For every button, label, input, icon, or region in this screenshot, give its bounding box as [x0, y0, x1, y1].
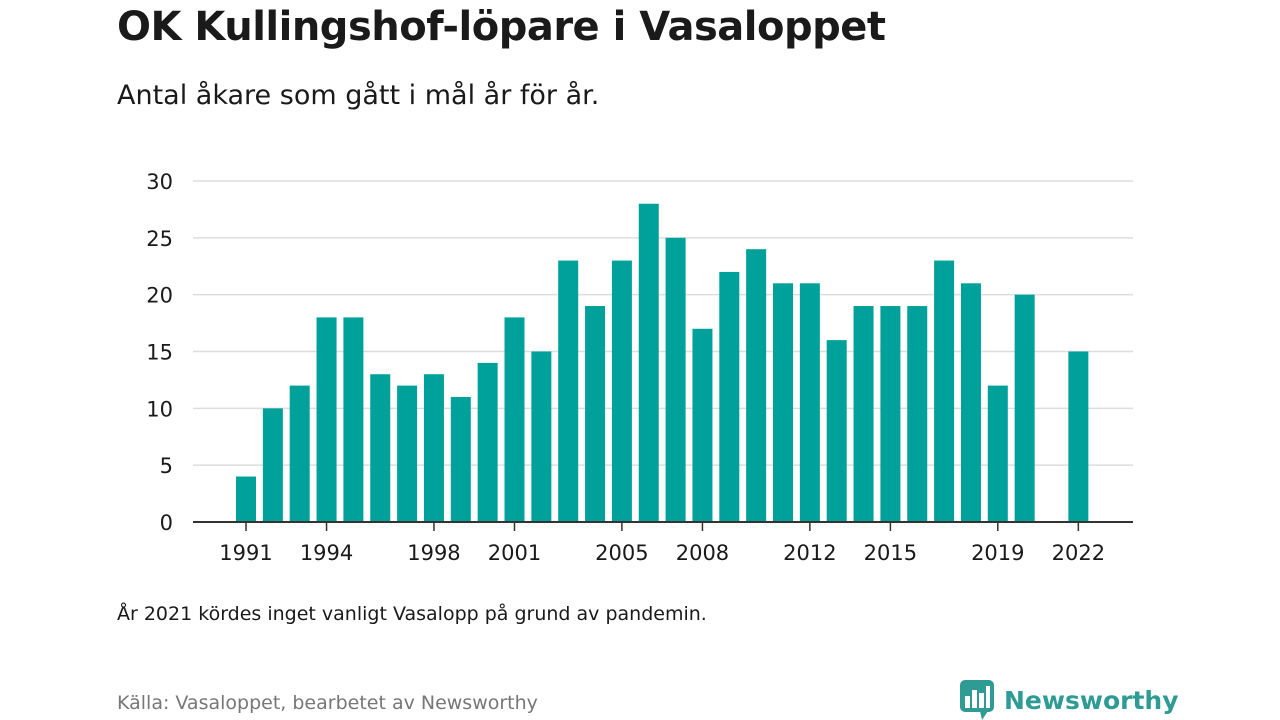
- bar-1996: [370, 374, 391, 522]
- bar-2019: [987, 385, 1008, 522]
- y-tick-label: 25: [146, 227, 173, 251]
- bar-2020: [1014, 294, 1035, 522]
- brand-name: Newsworthy: [1004, 685, 1179, 715]
- bar-2008: [692, 328, 713, 522]
- bar-1993: [289, 385, 310, 522]
- x-tick-label: 1991: [219, 541, 272, 565]
- bar-2013: [826, 340, 847, 522]
- x-tick-label: 2005: [595, 541, 648, 565]
- source-text: Källa: Vasaloppet, bearbetet av Newswort…: [117, 692, 538, 714]
- bar-2001: [504, 317, 525, 522]
- bar-2015: [880, 306, 901, 522]
- x-tick-label: 1994: [300, 541, 353, 565]
- x-tick-label: 2008: [676, 541, 729, 565]
- bar-1999: [450, 396, 471, 522]
- bar-2010: [746, 249, 767, 522]
- bar-2016: [907, 306, 928, 522]
- x-tick-label: 2022: [1052, 541, 1105, 565]
- x-tick-label: 2019: [971, 541, 1024, 565]
- y-tick-label: 15: [146, 341, 173, 365]
- chart-note: År 2021 kördes inget vanligt Vasalopp på…: [117, 603, 707, 625]
- bar-1997: [397, 385, 418, 522]
- bar-1994: [316, 317, 337, 522]
- x-tick-label: 2015: [864, 541, 917, 565]
- bar-chart: 0 5 10 15 20 25 30 1991 1994 1998 2001 2005 2008 201…: [146, 170, 1133, 565]
- y-tick-label: 30: [146, 170, 173, 194]
- bar-2022: [1068, 351, 1089, 522]
- bar-2017: [934, 260, 955, 522]
- bar-1992: [262, 408, 283, 522]
- brand-logo: Newsworthy: [960, 680, 1179, 720]
- bar-2014: [853, 306, 874, 522]
- bar-2002: [531, 351, 552, 522]
- x-tick-label: 2001: [488, 541, 541, 565]
- bar-2012: [799, 283, 820, 522]
- chart-title: OK Kullingshof-löpare i Vasaloppet: [117, 4, 886, 50]
- bar-2018: [960, 283, 981, 522]
- y-tick-label: 10: [146, 397, 173, 421]
- bar-2009: [719, 271, 740, 522]
- x-tick-label: 2012: [783, 541, 836, 565]
- bars: [236, 203, 1089, 523]
- bar-2000: [477, 362, 498, 522]
- x-axis-ticks: 1991 1994 1998 2001 2005 2008 2012 2015 2019 2022: [219, 522, 1105, 565]
- y-tick-label: 20: [146, 284, 173, 308]
- y-axis-ticks: 0 5 10 15 20 25 30: [146, 170, 173, 535]
- y-tick-label: 0: [160, 511, 173, 535]
- bar-chart-speech-bubble-icon: [960, 680, 994, 720]
- x-tick-label: 1998: [407, 541, 460, 565]
- bar-1998: [423, 374, 444, 522]
- chart-subtitle: Antal åkare som gått i mål år för år.: [117, 80, 600, 111]
- y-tick-label: 5: [160, 454, 173, 478]
- bar-2007: [665, 237, 686, 523]
- bar-2005: [611, 260, 632, 522]
- bar-1995: [343, 317, 364, 522]
- bar-2011: [773, 283, 793, 522]
- bar-2004: [585, 306, 606, 522]
- bar-2003: [558, 260, 579, 522]
- bar-1991: [236, 476, 256, 522]
- bar-2006: [638, 203, 659, 522]
